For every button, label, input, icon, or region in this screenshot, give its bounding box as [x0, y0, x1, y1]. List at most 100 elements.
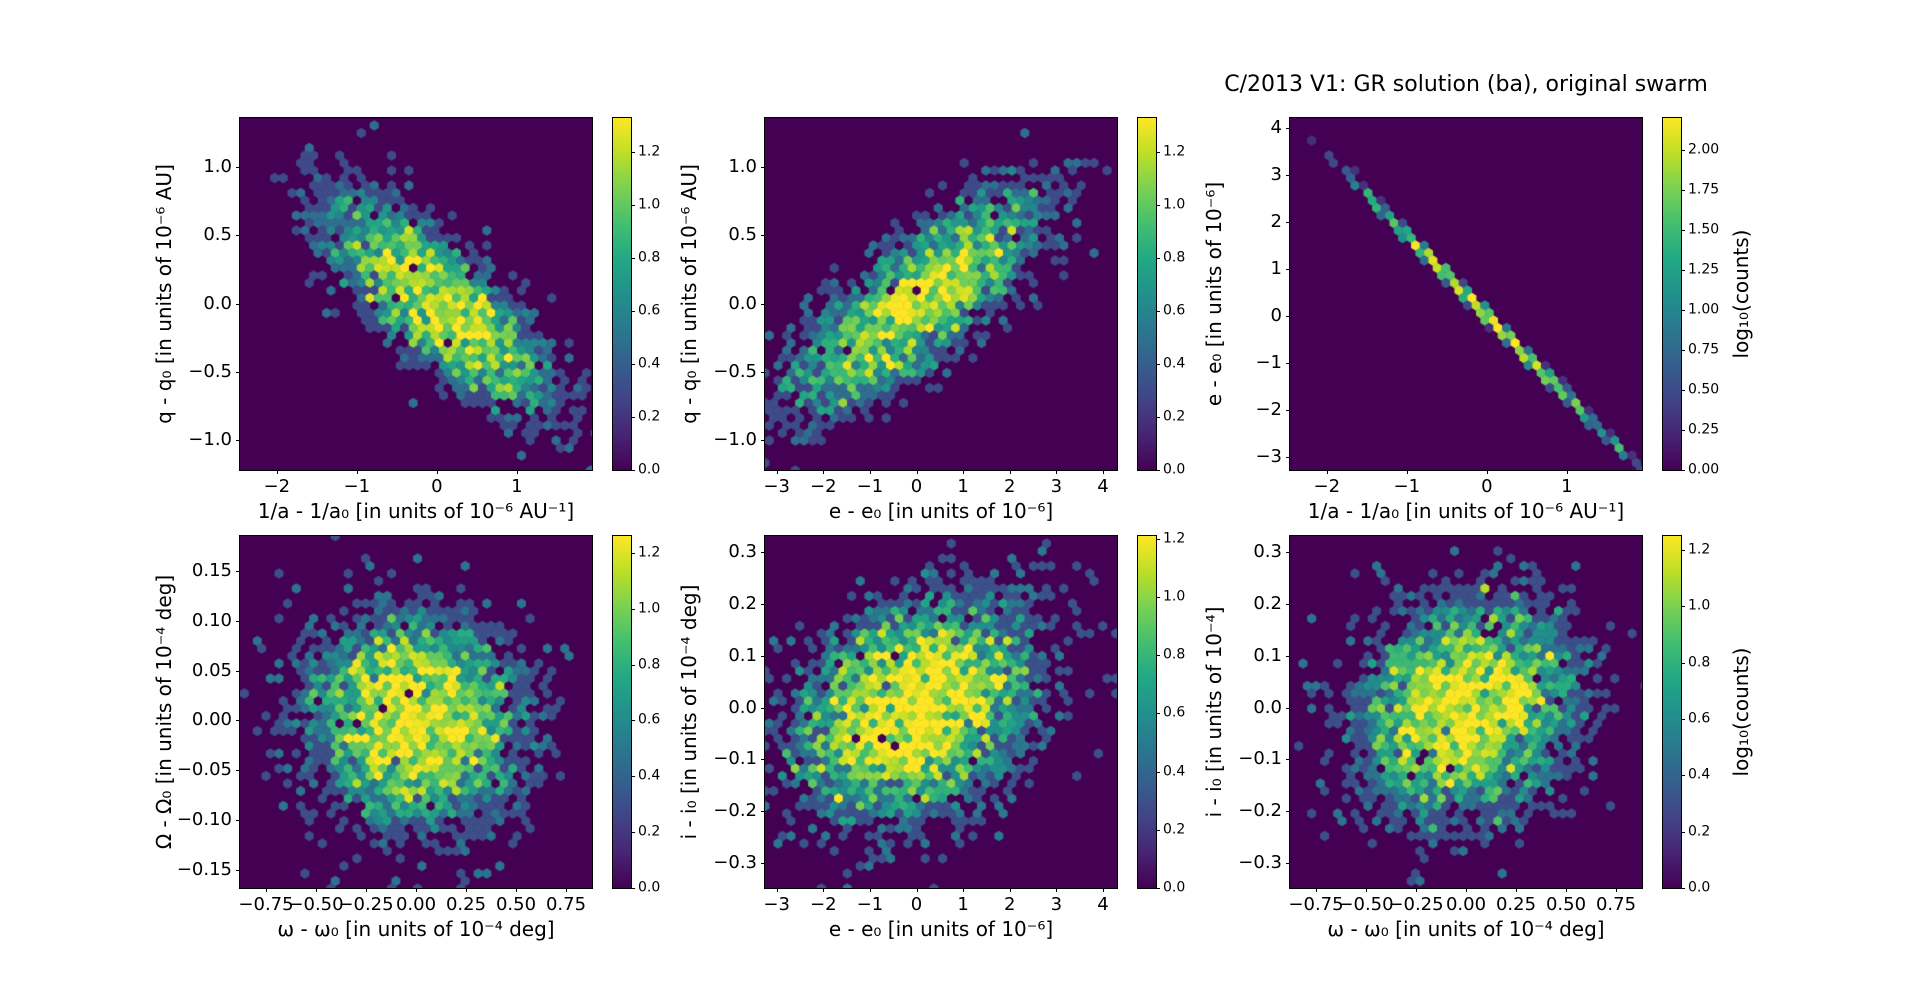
y-tick-label: 0.0: [728, 696, 757, 718]
colorbar-tick-label: 0.8: [638, 655, 661, 672]
y-tick-label: 0.5: [203, 224, 232, 246]
x-tick: [823, 888, 825, 892]
x-axis-label: 1/a - 1/a₀ [in units of 10⁻⁶ AU⁻¹]: [257, 499, 575, 523]
x-tick-label: −0.75: [1288, 894, 1344, 915]
y-axis-label: e - e₀ [in units of 10⁻⁶]: [1202, 181, 1226, 407]
colorbar-tick-label: 0.4: [1688, 766, 1711, 783]
y-tick-label: 0: [1270, 304, 1282, 326]
colorbar-tick: [631, 205, 635, 207]
colorbar-tick-label: 0.75: [1688, 341, 1720, 358]
colorbar-tick: [1681, 662, 1685, 664]
colorbar-tick-label: 0.4: [1163, 762, 1186, 779]
x-tick-label: −0.25: [1388, 894, 1444, 915]
x-tick: [1326, 470, 1328, 474]
y-tick-label: −2: [1255, 398, 1282, 420]
x-tick: [1009, 470, 1011, 474]
y-axis-label: i - i₀ [in units of 10⁻⁴]: [1202, 606, 1226, 818]
colorbar-tick: [1156, 771, 1160, 773]
x-tick-label: 0.75: [545, 894, 587, 915]
colorbar-tick: [1681, 888, 1685, 889]
y-tick-label: 0.3: [1253, 541, 1282, 563]
x-tick-label: −0.25: [338, 894, 394, 915]
colorbar-tick: [1681, 230, 1685, 231]
colorbar-tick: [1156, 655, 1160, 657]
x-tick: [1516, 888, 1517, 892]
colorbar-tick: [1156, 152, 1160, 154]
y-axis-label: i - i₀ [in units of 10⁻⁴ deg]: [677, 584, 701, 840]
y-tick-label: −0.05: [176, 759, 232, 781]
y-tick-label: 0.1: [728, 644, 757, 666]
y-tick-label: 0.10: [191, 609, 232, 631]
x-tick-label: −2: [809, 894, 837, 915]
y-tick-label: −0.1: [1238, 748, 1282, 770]
colorbar-tick: [631, 552, 635, 554]
colorbar-tick-label: 0.2: [1163, 408, 1186, 425]
colorbar-tick: [631, 258, 635, 260]
y-tick: [761, 235, 765, 237]
y-tick: [236, 720, 240, 722]
y-tick: [761, 603, 765, 605]
colorbar: [1662, 535, 1682, 889]
y-tick-label: −0.1: [713, 748, 757, 770]
colorbar-tick-label: 0.0: [1163, 461, 1186, 478]
colorbar-tick: [1156, 258, 1160, 260]
y-tick: [236, 167, 240, 169]
y-tick: [1286, 655, 1290, 657]
y-tick-label: −1.0: [188, 429, 232, 451]
x-tick: [1566, 470, 1568, 474]
x-tick-label: 0.50: [1545, 894, 1587, 915]
x-tick: [963, 470, 965, 474]
colorbar: [612, 117, 632, 471]
x-tick-label: −3: [763, 894, 790, 915]
x-tick: [1366, 888, 1367, 892]
colorbar-tick-label: 1.0: [638, 196, 661, 213]
colorbar-tick-label: 0.4: [1163, 355, 1186, 372]
x-tick-label: 3: [1050, 894, 1063, 915]
y-tick: [1286, 552, 1290, 554]
colorbar-tick: [1681, 150, 1685, 151]
y-tick-label: −0.10: [176, 809, 232, 831]
colorbar-tick-label: 1.50: [1688, 221, 1720, 238]
colorbar-tick: [1681, 390, 1685, 391]
x-tick-label: 0: [1481, 476, 1493, 497]
y-tick-label: −0.2: [713, 800, 757, 822]
colorbar-tick-label: 1.2: [638, 143, 661, 160]
x-tick: [869, 470, 871, 474]
colorbar-tick: [631, 888, 635, 889]
x-tick-label: 1: [511, 476, 523, 497]
x-tick: [1416, 888, 1417, 892]
x-tick-label: 2: [1004, 894, 1016, 915]
x-tick: [436, 470, 438, 474]
y-tick: [761, 655, 765, 657]
x-tick-label: −3: [763, 476, 790, 497]
colorbar-tick: [1156, 888, 1160, 889]
hexbin-plot-bottom-right: [1289, 535, 1643, 889]
x-tick: [1103, 888, 1104, 892]
colorbar-tick-label: 0.0: [1688, 879, 1711, 896]
y-axis-label: q - q₀ [in units of 10⁻⁶ AU]: [152, 164, 176, 424]
x-tick-label: 1: [957, 894, 969, 915]
y-tick-label: −0.5: [713, 360, 757, 382]
y-tick: [1286, 362, 1290, 364]
colorbar-tick-label: 1.2: [1688, 541, 1711, 558]
colorbar-tick: [631, 608, 635, 610]
colorbar-tick-label: 0.0: [638, 879, 661, 896]
colorbar-tick-label: 0.25: [1688, 421, 1720, 438]
hexbin-plot-top-left: [239, 117, 593, 471]
colorbar-tick: [631, 470, 635, 471]
y-tick: [1286, 863, 1290, 865]
hexbin-plot-bottom-middle: [764, 535, 1118, 889]
colorbar-tick-label: 0.8: [638, 249, 661, 266]
colorbar-tick-label: 1.25: [1688, 261, 1720, 278]
x-tick-label: 0.25: [445, 894, 487, 915]
y-tick-label: 0.2: [1253, 593, 1282, 615]
colorbar-tick: [631, 720, 635, 722]
colorbar-tick: [1681, 831, 1685, 833]
colorbar-tick-label: 0.8: [1688, 654, 1711, 671]
colorbar-tick-label: 0.0: [638, 461, 661, 478]
y-axis-label: q - q₀ [in units of 10⁻⁶ AU]: [677, 164, 701, 424]
x-tick: [776, 470, 778, 474]
x-tick: [416, 888, 417, 892]
y-tick: [236, 620, 240, 622]
y-tick: [1286, 127, 1290, 129]
